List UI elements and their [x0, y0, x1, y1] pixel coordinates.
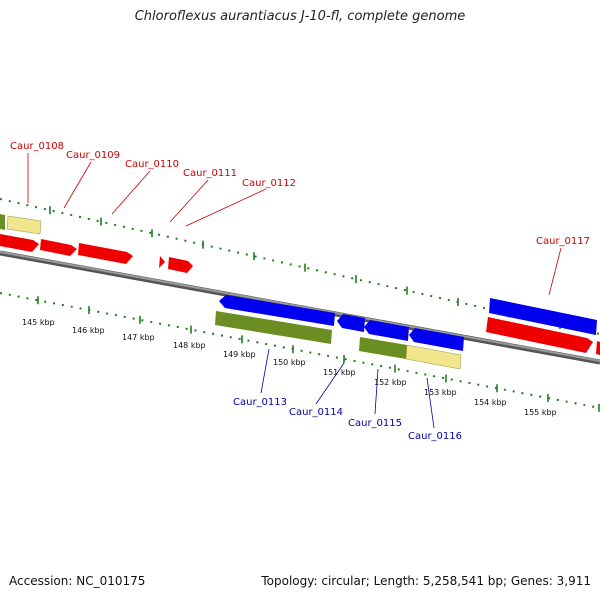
callout-line	[374, 368, 379, 415]
gene-label-caur-0112[interactable]: Caur_0112	[242, 178, 296, 189]
scale-label: 155 kbp	[524, 408, 557, 417]
topology-text: Topology: circular; Length: 5,258,541 bp…	[261, 574, 591, 588]
scale-label: 147 kbp	[122, 333, 155, 342]
scale-label: 152 kbp	[374, 378, 407, 387]
reverse-strand-features	[215, 295, 464, 370]
cds-feature[interactable]	[40, 239, 77, 256]
gene-label-caur-0116[interactable]: Caur_0116	[408, 431, 462, 442]
scale-label: 148 kbp	[173, 341, 206, 350]
accession-text: Accession: NC_010175	[9, 574, 146, 588]
forward-strand-features	[0, 214, 600, 355]
callout-line	[111, 170, 151, 215]
reverse-gene-callouts: Caur_0113 Caur_0114 Caur_0115 Caur_0116	[233, 348, 462, 442]
scale-label: 154 kbp	[474, 398, 507, 407]
cds-feature[interactable]	[409, 328, 464, 351]
cds-feature[interactable]	[219, 295, 335, 326]
cds-feature[interactable]	[596, 341, 600, 355]
cds-feature[interactable]	[159, 256, 165, 268]
callout-line	[169, 179, 209, 223]
scale-label: 149 kbp	[223, 350, 256, 359]
callout-line	[185, 188, 267, 227]
callout-line	[548, 247, 562, 296]
rna-feature[interactable]	[6, 215, 42, 235]
gene-label-caur-0114[interactable]: Caur_0114	[289, 407, 343, 418]
gene-label-caur-0113[interactable]: Caur_0113	[233, 397, 287, 408]
cds-feature[interactable]	[486, 317, 593, 353]
rna-feature[interactable]	[215, 311, 332, 344]
scale-labels: 145 kbp 146 kbp 147 kbp 148 kbp 149 kbp …	[22, 318, 557, 417]
scale-label: 151 kbp	[323, 368, 356, 377]
gene-label-caur-0110[interactable]: Caur_0110	[125, 159, 179, 170]
gene-label-caur-0109[interactable]: Caur_0109	[66, 150, 120, 161]
callout-line	[315, 362, 345, 405]
cds-feature[interactable]	[0, 234, 39, 252]
rna-feature[interactable]	[0, 214, 5, 230]
map-title: Chloroflexus aurantiacus J-10-fl, comple…	[134, 9, 466, 24]
cds-feature[interactable]	[337, 314, 365, 332]
cds-feature[interactable]	[78, 243, 133, 264]
cds-feature[interactable]	[489, 298, 597, 335]
scale-label: 146 kbp	[72, 326, 105, 335]
scale-label: 145 kbp	[22, 318, 55, 327]
genome-backbone-highlight	[0, 251, 600, 362]
rna-feature[interactable]	[359, 337, 407, 359]
gene-label-caur-0115[interactable]: Caur_0115	[348, 418, 402, 429]
callout-line	[260, 348, 270, 394]
callout-line	[63, 161, 92, 209]
cds-feature[interactable]	[168, 257, 193, 273]
outer-tick-ring	[0, 198, 600, 335]
scale-label: 153 kbp	[424, 388, 457, 397]
inner-major-ticks	[37, 296, 600, 412]
rna-feature[interactable]	[405, 344, 462, 370]
gene-label-caur-0108[interactable]: Caur_0108	[10, 141, 64, 152]
callout-line	[426, 377, 435, 429]
gene-label-caur-0117[interactable]: Caur_0117	[536, 236, 590, 247]
cds-feature[interactable]	[364, 320, 409, 341]
scale-label: 150 kbp	[273, 358, 306, 367]
gene-label-caur-0111[interactable]: Caur_0111	[183, 168, 237, 179]
forward-gene-callouts: Caur_0108 Caur_0109 Caur_0110 Caur_0111 …	[10, 141, 590, 296]
